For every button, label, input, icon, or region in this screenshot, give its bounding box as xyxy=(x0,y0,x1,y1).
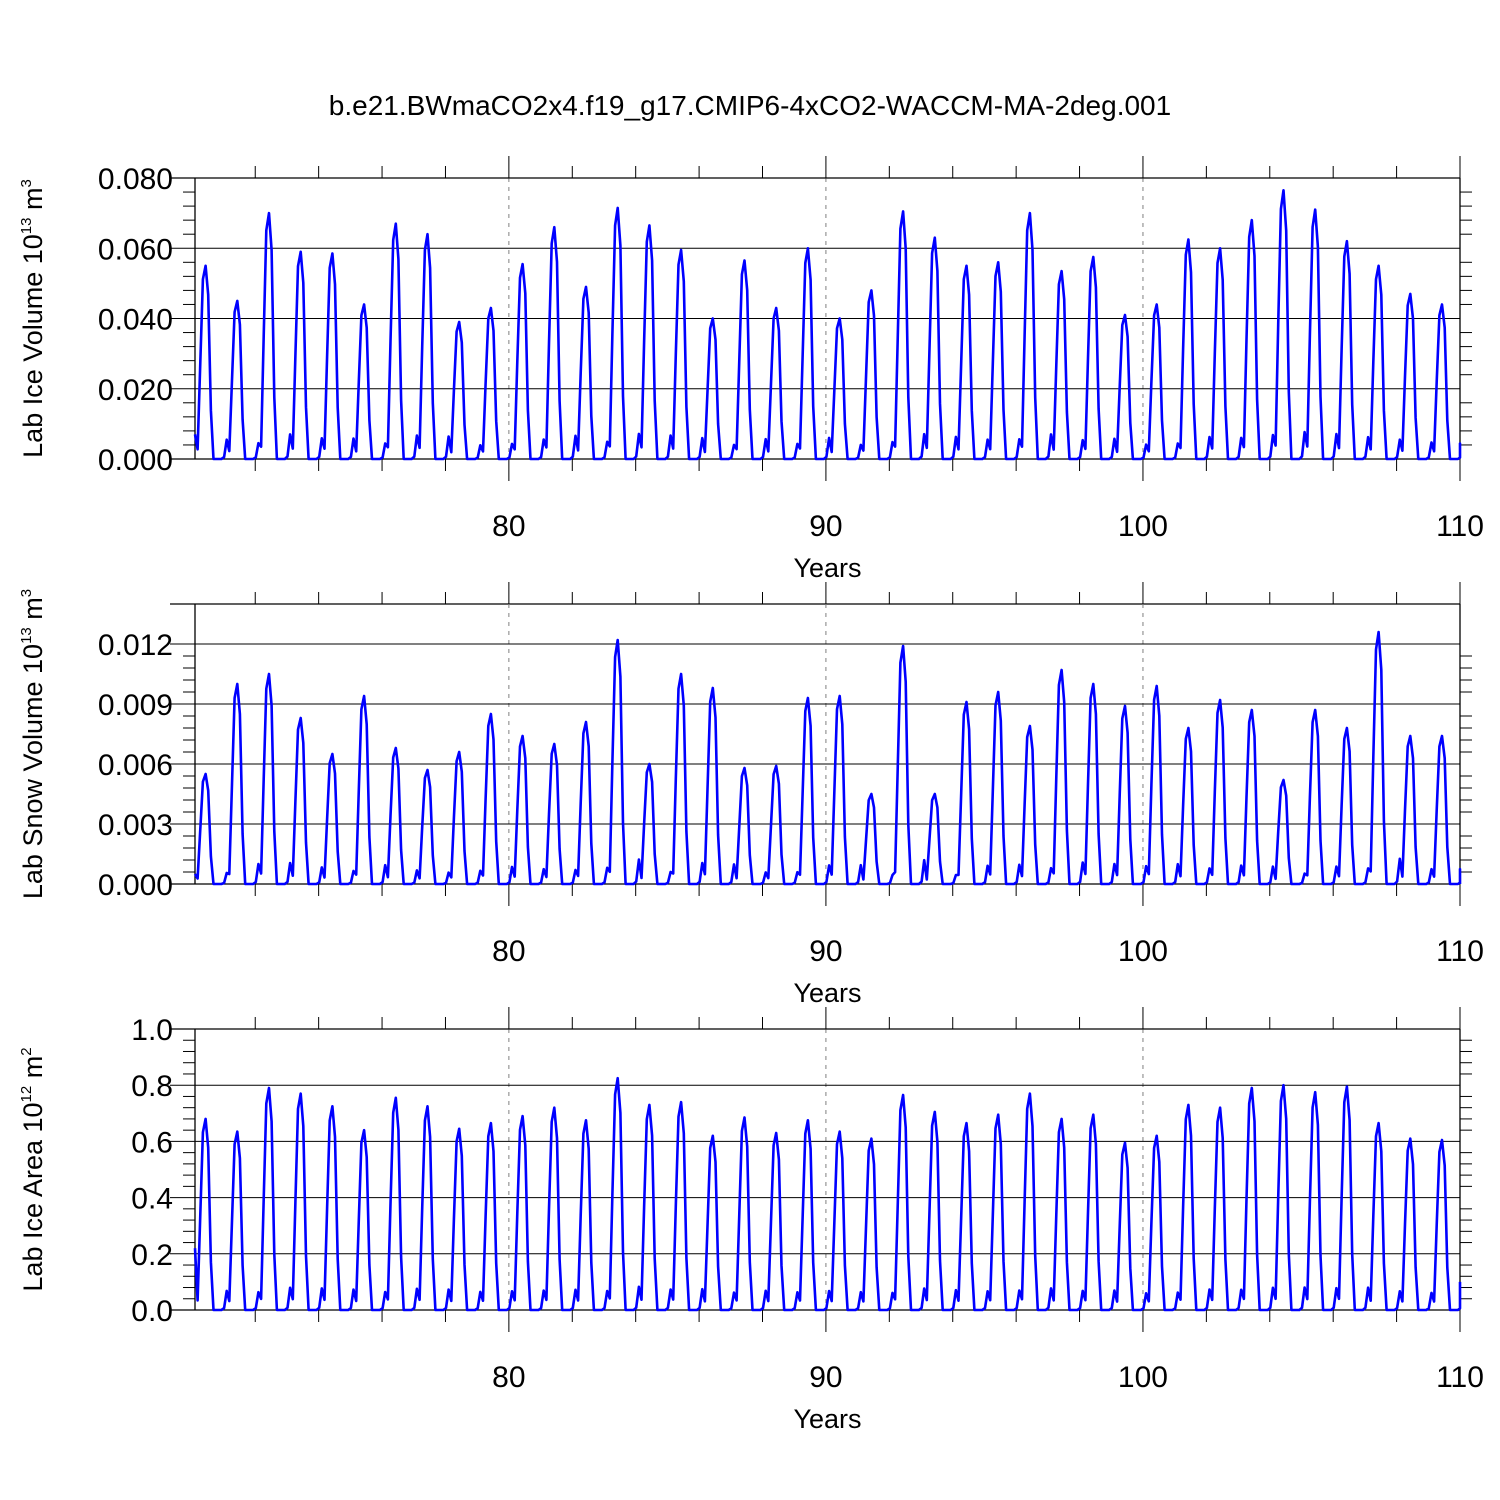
x-tick-label: 80 xyxy=(492,935,525,968)
y-tick-label: 0.080 xyxy=(98,163,173,196)
x-tick-label: 100 xyxy=(1118,1361,1168,1394)
y-axis-title: Lab Ice Area 1012 m2 xyxy=(18,1047,48,1291)
x-tick-label: 110 xyxy=(1436,935,1484,968)
y-tick-label: 0.4 xyxy=(131,1183,173,1216)
y-tick-label: 0.000 xyxy=(98,444,173,477)
y-tick-label: 0.003 xyxy=(98,809,173,842)
x-axis-title: Years xyxy=(793,1404,861,1434)
y-axis-title: Lab Ice Volume 1013 m3 xyxy=(18,179,48,458)
y-tick-label: 0.006 xyxy=(98,749,173,782)
y-tick-label: 0.8 xyxy=(131,1070,173,1103)
x-tick-label: 90 xyxy=(809,510,842,543)
y-axis-title: Lab Snow Volume 1013 m3 xyxy=(18,589,48,899)
panel-3: 0.0 0.2 0.4 0.6 0.8 1.0 80 90 100 110 Years Lab Ice… xyxy=(18,1007,1484,1434)
y-tick-label: 1.0 xyxy=(131,1014,173,1047)
x-tick-label: 80 xyxy=(492,1361,525,1394)
panel-1: 0.000 0.020 0.040 0.060 0.080 80 90 100 110 Years… xyxy=(18,156,1484,583)
chart-title: b.e21.BWmaCO2x4.f19_g17.CMIP6-4xCO2-WACC… xyxy=(329,90,1171,121)
x-tick-label: 110 xyxy=(1436,510,1484,543)
x-tick-label: 110 xyxy=(1436,1361,1484,1394)
x-tick-label: 90 xyxy=(809,935,842,968)
y-tick-label: 0.000 xyxy=(98,869,173,902)
x-tick-label: 90 xyxy=(809,1361,842,1394)
y-tick-label: 0.2 xyxy=(131,1239,173,1272)
y-tick-label: 0.012 xyxy=(98,629,173,662)
series-line xyxy=(193,189,1462,461)
series-line xyxy=(193,630,1462,886)
panel-2: 0.000 0.003 0.006 0.009 0.012 80 90 100 110 Years… xyxy=(18,582,1484,1008)
y-tick-label: 0.040 xyxy=(98,304,173,337)
y-tick-label: 0.020 xyxy=(98,374,173,407)
x-tick-label: 80 xyxy=(492,510,525,543)
series-line xyxy=(193,1076,1462,1312)
y-tick-label: 0.0 xyxy=(131,1295,173,1328)
x-tick-label: 100 xyxy=(1118,510,1168,543)
y-tick-label: 0.009 xyxy=(98,689,173,722)
y-tick-label: 0.060 xyxy=(98,233,173,266)
x-axis-title: Years xyxy=(793,553,861,583)
x-axis-title: Years xyxy=(793,978,861,1008)
x-tick-label: 100 xyxy=(1118,935,1168,968)
y-tick-label: 0.6 xyxy=(131,1126,173,1159)
